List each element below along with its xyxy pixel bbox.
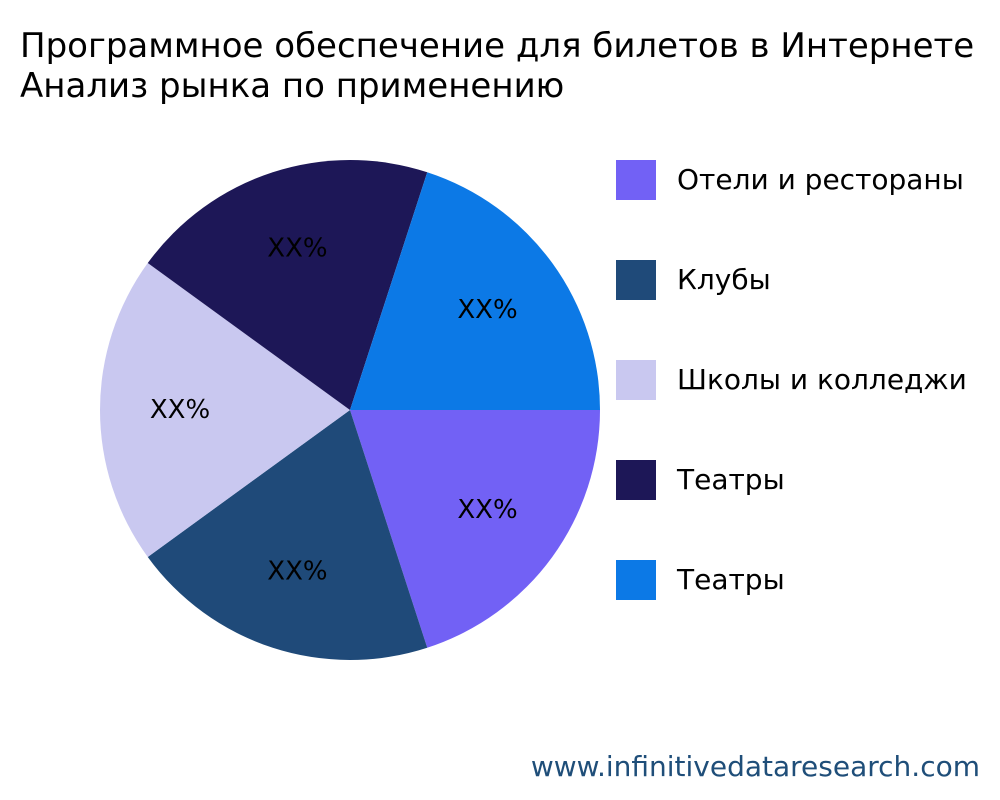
chart-title: Программное обеспечение для билетов в Ин… [20,26,974,106]
pie-slice-3 [147,160,428,410]
pie-slice-label-3: XX% [267,233,327,263]
legend-label-0: Отели и рестораны [677,163,964,196]
legend-swatch-4 [616,560,656,600]
legend-swatch-2 [616,360,656,400]
pie-slice-label-4: XX% [457,295,517,325]
chart-title-line-1: Программное обеспечение для билетов в Ин… [20,26,975,66]
source-url: www.infinitivedataresearch.com [530,750,980,783]
legend-swatch-1 [616,260,656,300]
legend-label-2: Школы и колледжи [677,363,967,396]
legend-label-1: Клубы [677,263,771,296]
pie-slice-label-1: XX% [267,557,327,587]
legend-swatch-3 [616,460,656,500]
legend-swatch-0 [616,160,656,200]
pie-slice-label-0: XX% [457,495,517,525]
chart-title-line-2: Анализ рынка по применению [20,66,565,106]
pie-slice-label-2: XX% [150,395,210,425]
pie-slice-2 [100,263,350,557]
pie-slice-4 [350,172,600,410]
legend-label-4: Театры [677,563,785,596]
pie-slice-0 [350,410,600,648]
legend-label-3: Театры [677,463,785,496]
pie-slice-1 [147,410,428,660]
